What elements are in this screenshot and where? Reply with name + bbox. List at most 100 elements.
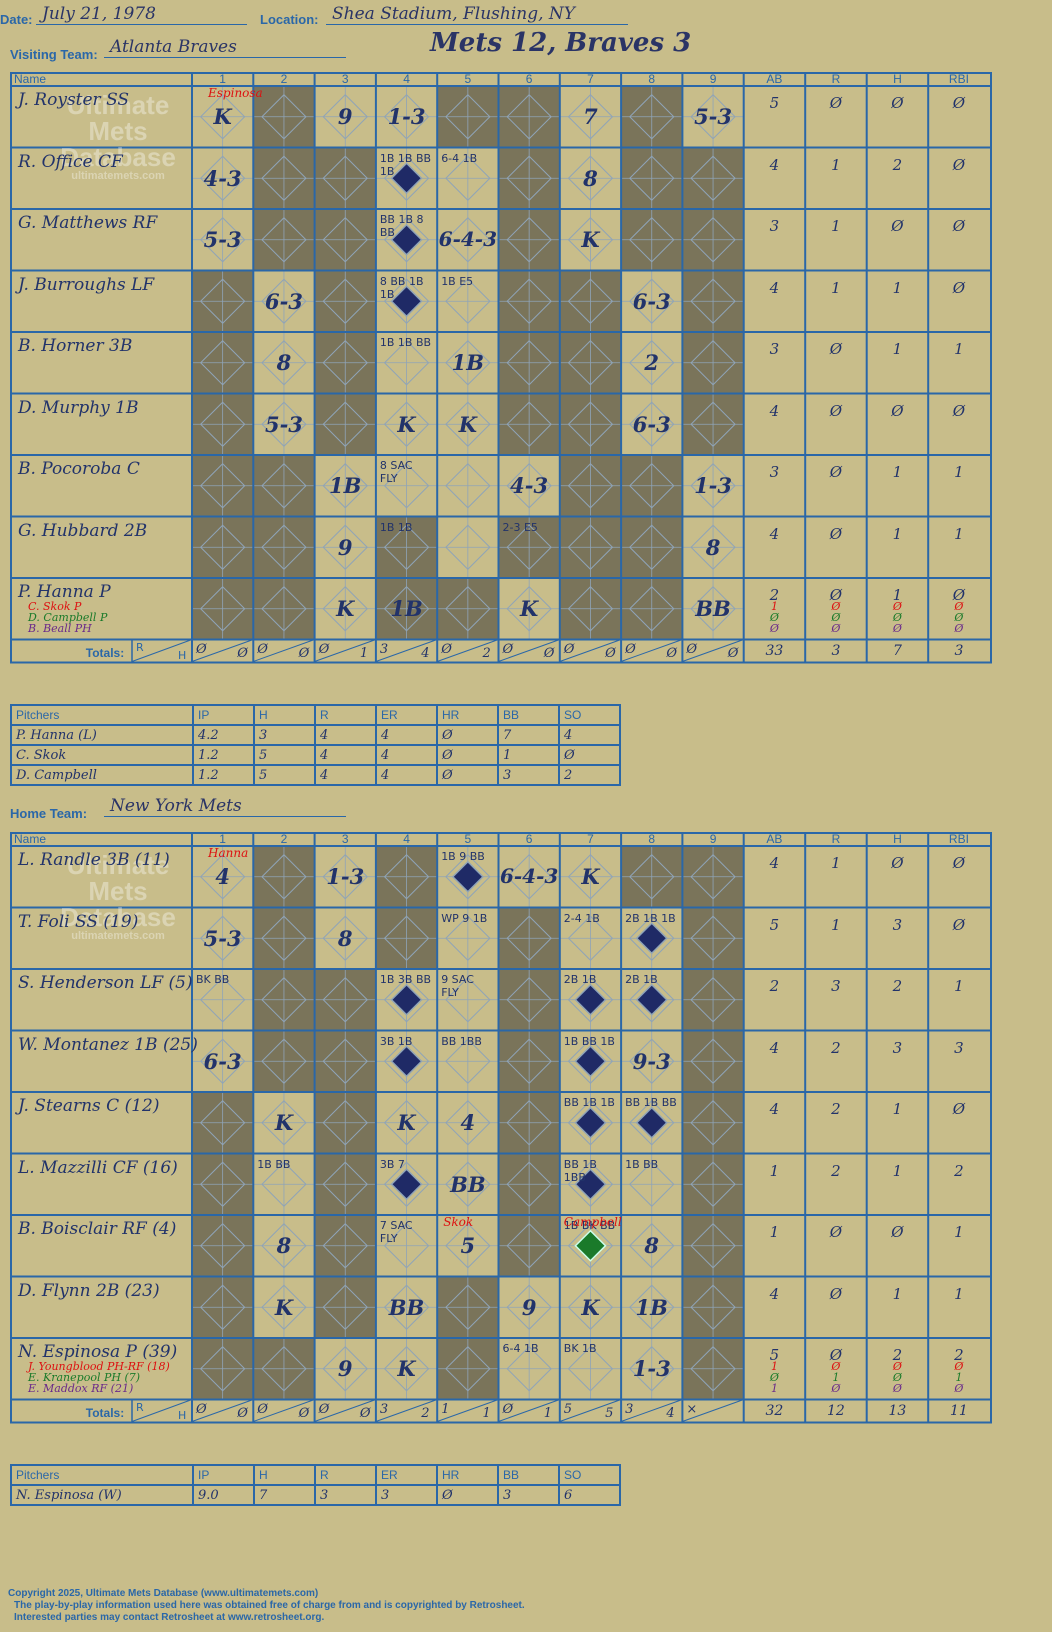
pitchers-col-hr: HR [436,1464,499,1486]
stat-header-r: R [831,72,841,86]
pitcher-stat: 3 [375,1484,438,1506]
inning-header-4: 4 [403,832,410,846]
location-label: Location: [260,12,319,27]
pitchers-col-ip: IP [192,704,255,726]
sub-stat-rbi: Ø [954,1382,964,1395]
play-result: 4 [460,1110,476,1135]
sub-stat-rbi: Ø [954,600,964,613]
pitcher-stat: 9.0 [192,1484,255,1506]
play-result: 1B [390,596,423,621]
sub-stat-ab: Ø [769,1371,779,1384]
inning-hits-total: Ø [666,645,678,661]
watermark-text: Mets [88,876,148,906]
play-detail: BB 1B BB [625,1096,677,1109]
play-result: K [397,411,416,437]
play-result: K [581,1294,600,1320]
pitcher-change-note: Skok [443,1215,474,1229]
pitcher-stat: 4 [375,764,438,786]
inning-hits-total: 2 [482,645,491,661]
pitcher-change-note: Hanna [208,846,249,860]
scorecard-grid [10,72,992,664]
sub-stat-r: Ø [831,622,841,635]
inning-runs-total: Ø [686,641,698,657]
sub-player-name: E. Kranepool PH (7) [28,1371,141,1384]
watermark-logo: Ultimate Mets Database ultimatemets.com [48,92,188,182]
player-name: G. Matthews RF [18,213,158,233]
play-detail: 6-4 1B [441,151,478,165]
stat-ab: 2 [769,586,780,604]
inning-hits-total: Ø [298,645,310,661]
play-result: 8 [705,534,721,560]
pitcher-row: P. Hanna (L) 4.2 3 4 4 Ø 7 4 [10,724,621,746]
stat-r: Ø [829,463,843,481]
stat-r: Ø [829,524,843,543]
player-name: L. Randle 3B (11) [18,850,170,870]
inning-header-1: 1 [219,832,226,846]
play-result: K [520,596,539,621]
play-detail: 3B 1B [379,1034,413,1048]
stat-header-r: R [831,832,841,846]
stat-h: 1 [892,340,903,358]
inning-runs-total: Ø [318,641,330,657]
stat-ab: 4 [769,524,780,543]
player-name: J. Burroughs LF [18,274,155,295]
stat-ab: 5 [769,1346,780,1364]
stat-rbi: 1 [954,1284,964,1303]
play-detail: BB 1B 1BB [563,1157,597,1184]
pitcher-stat: 7 [253,1484,316,1506]
stat-rbi: 2 [954,1346,964,1364]
play-result: K [274,1294,294,1320]
home-scorecard: Name 1 2 3 4 5 6 7 8 9 AB R H RBI Ultimate Mets Database… [10,832,992,1424]
sub-stat-h: Ø [892,1382,902,1395]
player-name: J. Stearns C (12) [18,1096,160,1116]
pitcher-stat: 4 [314,764,377,786]
player-name: L. Mazzilli CF (16) [18,1157,178,1178]
play-result: K [581,864,600,889]
play-result: 6-4-3 [499,864,559,888]
totals-h-label: H [178,1408,187,1422]
player-name: B. Horner 3B [18,336,133,356]
stat-ab: 4 [769,1038,780,1057]
stat-ab: 5 [769,915,780,934]
stat-r: Ø [829,340,843,358]
play-result: 6-3 [264,288,303,314]
stat-ab: 3 [769,463,780,481]
sub-stat-ab: 1 [770,600,778,613]
home-team-value: New York Mets [104,796,346,817]
sub-stat-h: Ø [892,1371,902,1384]
play-detail: 6-4 1B [502,1342,539,1355]
footer-copyright[interactable]: Copyright 2025, Ultimate Mets Database (… [8,1588,319,1599]
stat-r: 2 [831,1038,841,1057]
inning-hits-total: 4 [666,1405,675,1421]
inning-header-5: 5 [464,72,472,86]
play-detail: BK BB [196,973,230,986]
play-result: 1B [451,350,485,375]
pitcher-name: N. Espinosa (W) [10,1484,194,1506]
stat-h: 2 [892,155,903,174]
pitcher-name: C. Skok [10,744,194,766]
play-result: K [274,1110,294,1135]
pitcher-stat: 4 [314,724,377,746]
stat-r: Ø [829,1284,843,1303]
pitchers-col-bb: BB [497,704,560,726]
stat-r: Ø [829,94,843,112]
stat-h: 1 [892,586,903,604]
player-name: P. Hanna P [18,582,111,602]
footer-contact[interactable]: Interested parties may contact Retroshee… [14,1612,325,1623]
home-pitchers-table: Pitchers IP H R ER HR BB SO N. Espinosa (W) 9.0 7 3… [10,1464,621,1506]
play-result: BB [388,1294,425,1320]
play-result: 5 [460,1233,476,1258]
stat-rbi: 1 [954,340,964,358]
pitcher-stat: 5 [253,764,316,786]
stat-ab: 2 [769,977,780,995]
sub-stat-h: Ø [892,622,902,635]
pitcher-stat: Ø [436,764,499,786]
sub-stat-ab: 1 [770,1360,778,1373]
pitcher-stat: 2 [558,764,621,786]
play-result: 6-3 [203,1048,242,1074]
play-detail: 1B 9 BB [441,850,485,863]
play-result: 6-3 [632,411,671,437]
visitors-scorecard: Name 1 2 3 4 5 6 7 8 9 AB R H RBI Ultimate Mets Database… [10,72,992,664]
name-column-header: Name [14,832,47,846]
inning-runs-total: 1 [441,1401,450,1417]
